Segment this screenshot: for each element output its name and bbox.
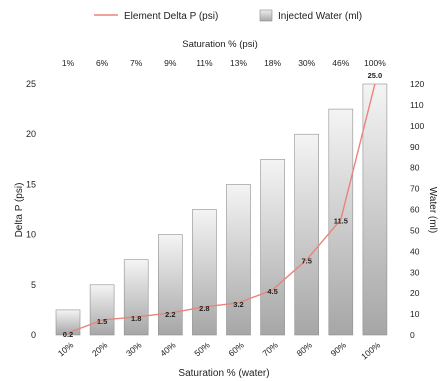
y2-tick-20: 20	[410, 288, 420, 298]
top-tick-6: 18%	[264, 58, 281, 68]
y2-tick-30: 30	[410, 267, 420, 277]
top-tick-1: 6%	[96, 58, 109, 68]
bar-40%	[158, 234, 183, 336]
legend-label-bar: Injected Water (ml)	[278, 11, 362, 22]
y-tick-15: 15	[26, 179, 36, 189]
y-tick-10: 10	[26, 230, 36, 240]
y-tick-25: 25	[26, 79, 36, 89]
top-tick-8: 46%	[332, 58, 349, 68]
bar-60%	[226, 184, 251, 336]
top-tick-7: 30%	[298, 58, 315, 68]
y-tick-5: 5	[31, 280, 36, 290]
x-tick-40%: 40%	[158, 340, 178, 359]
y2-axis-title: Water (ml)	[427, 187, 438, 233]
y-axis-title: Delta P (psi)	[14, 183, 25, 238]
x-tick-30%: 30%	[124, 340, 144, 359]
bar-70%	[260, 159, 285, 336]
top-tick-4: 11%	[196, 58, 213, 68]
x-tick-20%: 20%	[90, 340, 110, 359]
y2-tick-120: 120	[410, 79, 424, 89]
data-label-40%: 2.2	[165, 310, 175, 319]
top-tick-2: 7%	[130, 58, 143, 68]
x-tick-10%: 10%	[56, 340, 76, 359]
x-tick-60%: 60%	[226, 340, 246, 359]
y-tick-20: 20	[26, 129, 36, 139]
y2-tick-60: 60	[410, 205, 420, 215]
legend-bar-swatch	[259, 9, 273, 22]
top-tick-0: 1%	[62, 58, 75, 68]
y2-tick-40: 40	[410, 246, 420, 256]
data-label-50%: 2.8	[199, 304, 209, 313]
y2-tick-10: 10	[410, 309, 420, 319]
y2-tick-110: 110	[410, 100, 424, 110]
y2-tick-100: 100	[410, 121, 424, 131]
bar-50%	[192, 209, 217, 336]
legend: Element Delta P (psi) Injected Water (ml…	[94, 9, 362, 22]
legend-label-line: Element Delta P (psi)	[124, 11, 218, 22]
bar-10%	[55, 309, 81, 336]
top-tick-3: 9%	[164, 58, 177, 68]
bar-80%	[294, 133, 320, 336]
data-labels: 0.2 1.5 1.8 2.2 2.8 3.2 4.5 7.5 11.5 25.0	[63, 71, 382, 339]
x-tick-50%: 50%	[192, 340, 212, 359]
series-line-delta-p	[67, 83, 376, 334]
y2-tick-70: 70	[410, 184, 420, 194]
y2-tick-80: 80	[410, 163, 420, 173]
y2-tick-90: 90	[410, 142, 420, 152]
x-tick-100%: 100%	[359, 340, 382, 362]
y-tick-0: 0	[31, 330, 36, 340]
data-label-10%: 0.2	[63, 330, 73, 339]
top-tick-5: 13%	[230, 58, 247, 68]
x-tick-70%: 70%	[260, 340, 280, 359]
bar-90%	[328, 108, 354, 336]
data-label-70%: 4.5	[267, 287, 277, 296]
bar-20%	[89, 284, 115, 336]
bar-100%	[362, 83, 388, 336]
tick-labels: 0 5 10 15 20 25 0 10 20 30 40 50 60 70 80 90 100 110 120 1%…	[26, 58, 424, 362]
data-label-30%: 1.8	[131, 314, 141, 323]
data-label-60%: 3.2	[233, 300, 243, 309]
x-tick-90%: 90%	[329, 340, 349, 359]
top-tick-9: 100%	[364, 58, 386, 68]
data-label-20%: 1.5	[97, 317, 107, 326]
x-axis-title: Saturation % (water)	[178, 368, 269, 379]
x-tick-80%: 80%	[295, 340, 315, 359]
data-label-80%: 7.5	[301, 257, 311, 266]
bar-30%	[123, 259, 149, 336]
bar-group	[55, 83, 388, 336]
y2-tick-0: 0	[410, 330, 415, 340]
y2-tick-50: 50	[410, 225, 420, 235]
data-label-90%: 11.5	[334, 217, 348, 226]
top-axis-title: Saturation % (psi)	[182, 39, 258, 50]
data-label-100%: 25.0	[368, 71, 383, 80]
line-group	[67, 83, 376, 334]
